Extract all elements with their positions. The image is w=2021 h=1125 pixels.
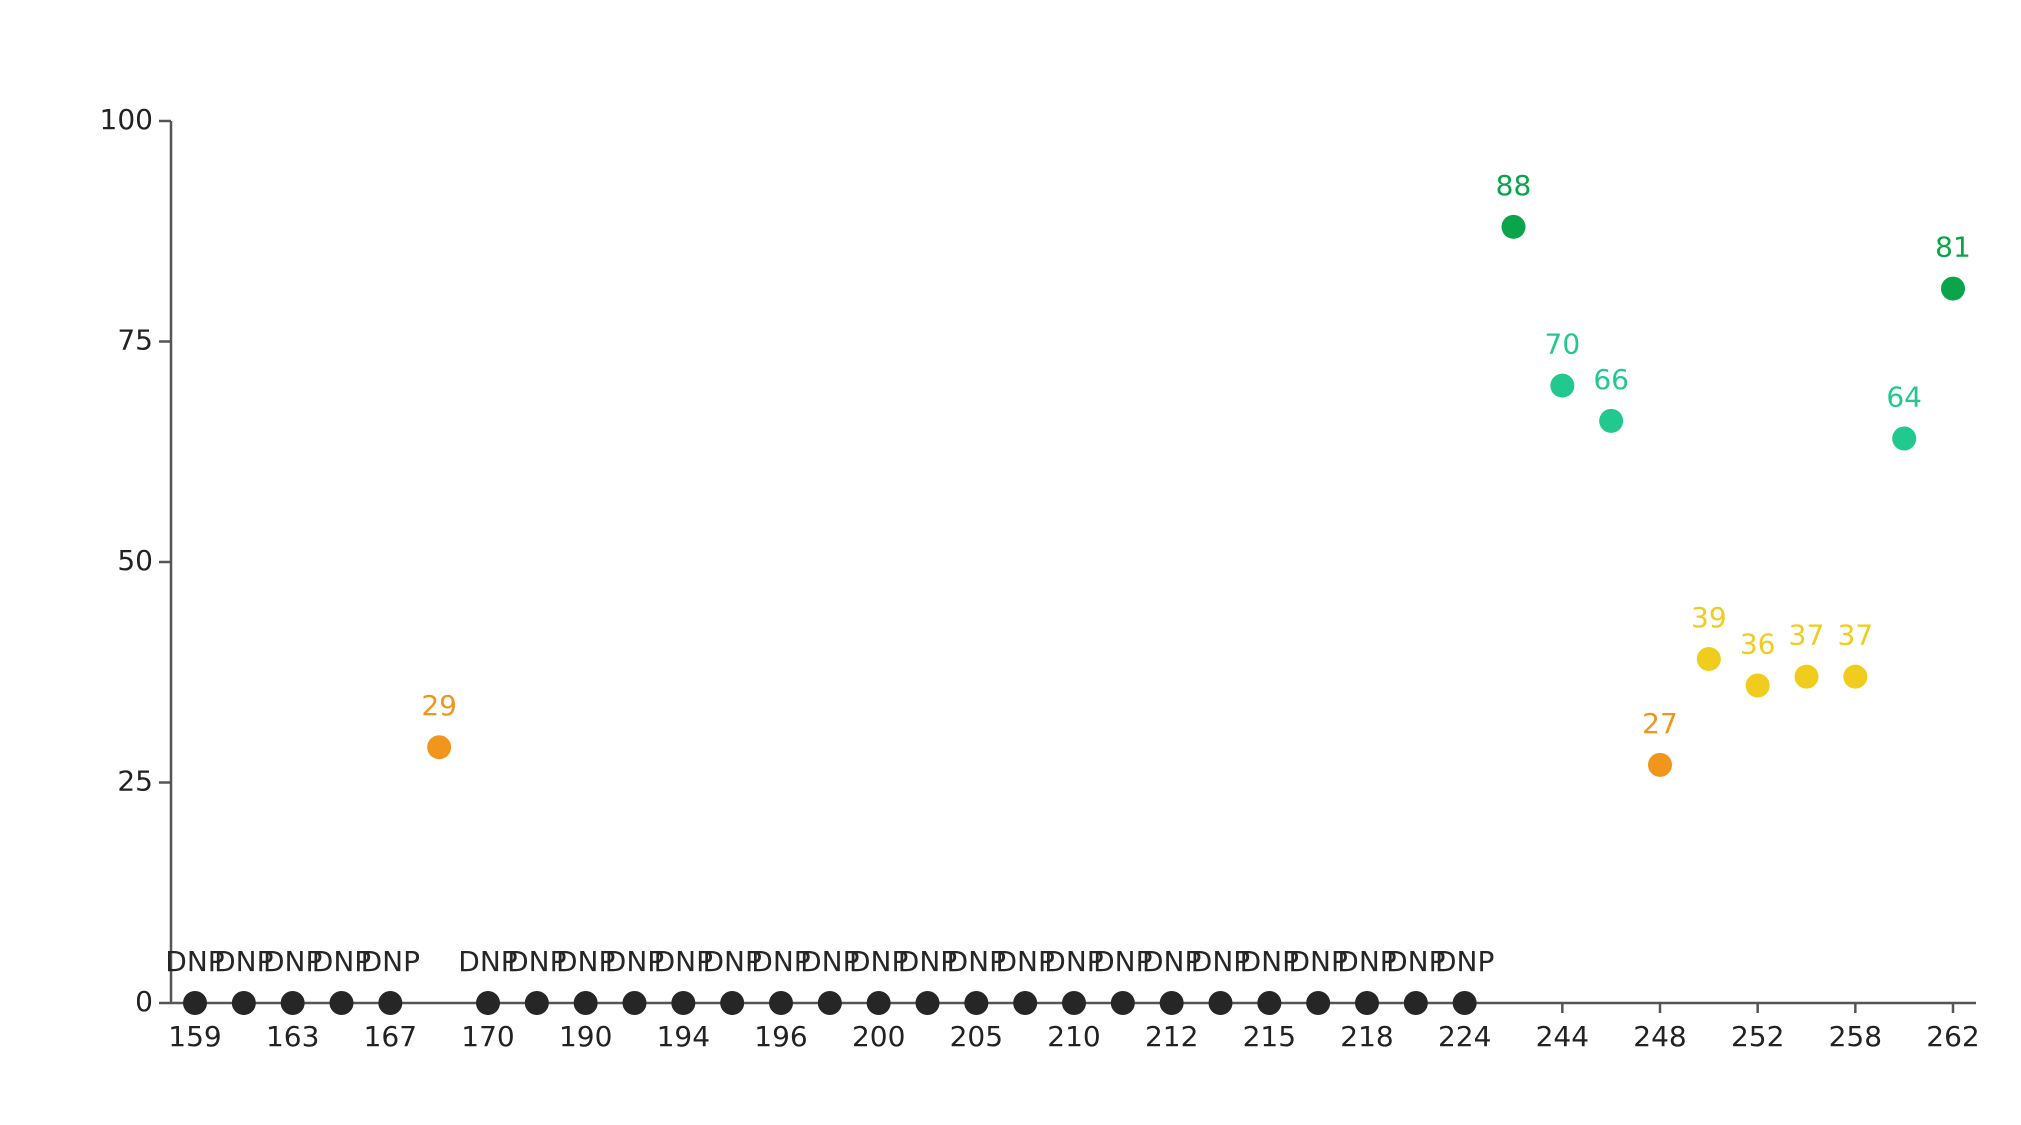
data-label: DNP [1142, 945, 1201, 978]
point [1843, 664, 1868, 689]
y-tick-label: 100 [100, 103, 153, 136]
point [720, 991, 745, 1015]
point [866, 991, 891, 1015]
point [817, 991, 842, 1015]
x-tick-label: 196 [754, 1020, 807, 1053]
data-label: 66 [1593, 363, 1629, 396]
point [671, 991, 696, 1015]
x-tick-label: 200 [852, 1020, 905, 1053]
point [378, 991, 403, 1015]
point [1794, 664, 1819, 689]
x-tick-label: 170 [461, 1020, 514, 1053]
x-tick-label: 224 [1438, 1020, 1491, 1053]
point [231, 991, 256, 1015]
x-tick-label: 252 [1731, 1020, 1784, 1053]
point [1306, 991, 1331, 1015]
x-tick-label: 190 [559, 1020, 612, 1053]
point [1208, 991, 1233, 1015]
data-label: DNP [898, 945, 957, 978]
point [1013, 991, 1038, 1015]
data-label: 70 [1545, 328, 1581, 361]
data-label: DNP [654, 945, 713, 978]
data-label: DNP [1044, 945, 1103, 978]
data-label: 37 [1789, 619, 1825, 652]
x-tick-label: 262 [1926, 1020, 1979, 1053]
data-label: 37 [1838, 619, 1874, 652]
data-label: DNP [361, 945, 420, 978]
data-label: 81 [1935, 231, 1971, 264]
point [1257, 991, 1282, 1015]
data-label: 29 [421, 689, 457, 722]
x-tick-label: 167 [364, 1020, 417, 1053]
data-label: DNP [702, 945, 761, 978]
data-label: DNP [751, 945, 810, 978]
data-label: DNP [800, 945, 859, 978]
point [1745, 673, 1770, 698]
x-tick-label: 205 [950, 1020, 1003, 1053]
data-label: DNP [214, 945, 273, 978]
x-tick-label: 218 [1340, 1020, 1393, 1053]
x-tick-label: 212 [1145, 1020, 1198, 1053]
data-label: DNP [995, 945, 1054, 978]
data-label: DNP [1191, 945, 1250, 978]
data-label: DNP [605, 945, 664, 978]
x-tick-label: 248 [1633, 1020, 1686, 1053]
y-tick-label: 75 [117, 324, 153, 357]
point [915, 991, 940, 1015]
x-tick-label: 194 [657, 1020, 710, 1053]
y-tick-label: 50 [117, 544, 153, 577]
data-label: DNP [165, 945, 224, 978]
point [964, 991, 989, 1015]
data-label: DNP [507, 945, 566, 978]
point [1062, 991, 1086, 1015]
point [427, 735, 452, 760]
data-label: 36 [1740, 627, 1776, 660]
x-tick-label: 210 [1047, 1020, 1100, 1053]
point [1355, 991, 1379, 1015]
data-label: 88 [1496, 169, 1532, 202]
point [1550, 373, 1575, 398]
data-label: 64 [1886, 381, 1922, 414]
point [476, 991, 500, 1015]
x-tick-label: 159 [168, 1020, 221, 1053]
data-label: DNP [1337, 945, 1396, 978]
point [1648, 752, 1672, 777]
data-label: 27 [1642, 707, 1678, 740]
point [769, 991, 793, 1015]
point [573, 991, 598, 1015]
data-label: DNP [947, 945, 1006, 978]
point [1599, 408, 1624, 433]
y-tick-label: 0 [135, 985, 153, 1018]
point [329, 991, 354, 1015]
point [1892, 426, 1917, 451]
data-label: DNP [1386, 945, 1445, 978]
point [1501, 214, 1526, 239]
data-label: DNP [1240, 945, 1299, 978]
point [622, 991, 647, 1015]
data-label: DNP [1093, 945, 1152, 978]
point [1110, 991, 1135, 1015]
x-tick-label: 163 [266, 1020, 319, 1053]
x-tick-label: 258 [1829, 1020, 1882, 1053]
point [1941, 276, 1965, 301]
point [524, 991, 549, 1015]
x-tick-label: 215 [1243, 1020, 1296, 1053]
point [1696, 647, 1721, 672]
point [1159, 991, 1184, 1015]
y-tick-label: 25 [117, 765, 153, 798]
data-label: DNP [263, 945, 322, 978]
data-label: DNP [849, 945, 908, 978]
point [1403, 991, 1428, 1015]
data-label: DNP [312, 945, 371, 978]
point [1452, 991, 1477, 1015]
point [183, 991, 207, 1015]
point [280, 991, 305, 1015]
data-label: 39 [1691, 601, 1727, 634]
data-label: DNP [458, 945, 517, 978]
data-label: DNP [1435, 945, 1494, 978]
x-tick-label: 244 [1536, 1020, 1589, 1053]
data-label: DNP [556, 945, 615, 978]
data-label: DNP [1288, 945, 1347, 978]
